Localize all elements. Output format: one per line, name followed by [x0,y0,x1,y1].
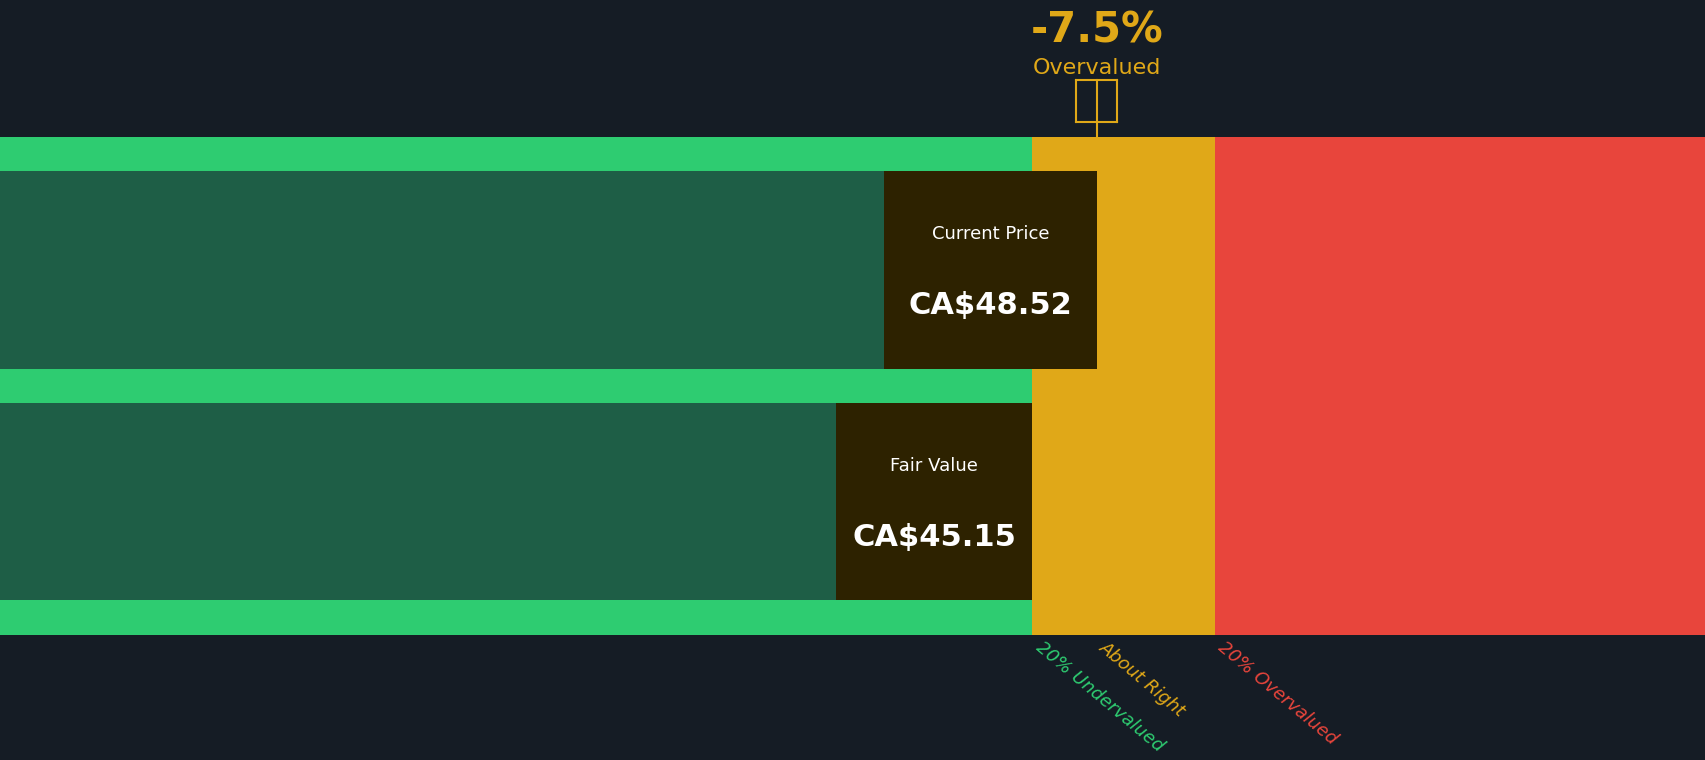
Bar [1032,369,1214,403]
Text: CA$45.15: CA$45.15 [851,523,1016,552]
Bar [1214,137,1705,171]
Bar [0,403,1032,600]
Text: -7.5%: -7.5% [1030,9,1163,52]
Bar [0,369,1032,403]
Bar [835,403,1032,600]
Bar [1032,137,1214,171]
Text: Overvalued: Overvalued [1032,59,1161,78]
Bar [0,171,1032,369]
Bar [1214,171,1705,369]
Bar [0,600,1032,635]
Text: Current Price: Current Price [931,225,1049,243]
Text: Fair Value: Fair Value [890,457,977,475]
Bar [1214,403,1705,600]
Text: About Right: About Right [1095,638,1188,720]
Text: 20% Overvalued: 20% Overvalued [1214,638,1340,749]
Bar [1214,600,1705,635]
Text: CA$48.52: CA$48.52 [909,291,1071,320]
Text: 20% Undervalued: 20% Undervalued [1032,638,1166,755]
Bar [1214,369,1705,403]
Bar [1032,403,1214,600]
Bar [883,171,1096,369]
Bar [0,137,1032,171]
Bar [1032,171,1214,369]
Bar [1032,600,1214,635]
